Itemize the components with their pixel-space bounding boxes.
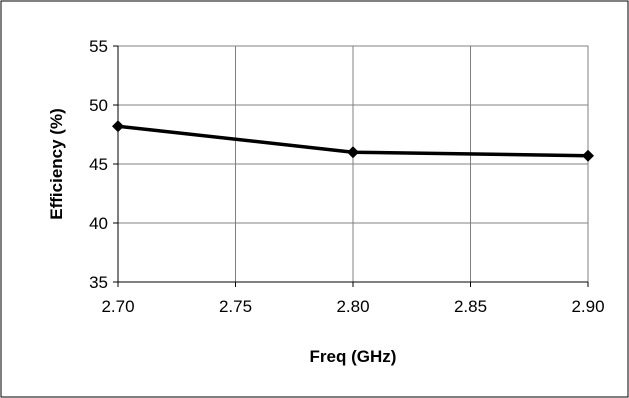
x-tick-label: 2.70 xyxy=(101,297,134,316)
y-tick-label: 35 xyxy=(89,273,108,292)
y-tick-label: 55 xyxy=(89,37,108,56)
data-point-marker xyxy=(112,120,124,133)
y-axis-title: Efficiency (%) xyxy=(47,108,66,219)
axes xyxy=(113,45,589,287)
series-layer xyxy=(112,120,594,162)
x-axis-title: Freq (GHz) xyxy=(310,347,397,366)
x-tick-label: 2.80 xyxy=(336,297,369,316)
y-tick-label: 45 xyxy=(89,155,108,174)
data-point-marker xyxy=(582,149,594,162)
y-tick-label: 40 xyxy=(89,214,108,233)
x-tick-label: 2.85 xyxy=(454,297,487,316)
y-tick-label: 50 xyxy=(89,96,108,115)
x-tick-label: 2.75 xyxy=(219,297,252,316)
x-tick-label: 2.90 xyxy=(571,297,604,316)
data-point-marker xyxy=(347,146,359,159)
tick-labels: 2.70 2.75 2.80 2.85 2.90 35 40 45 50 55 xyxy=(89,37,604,316)
